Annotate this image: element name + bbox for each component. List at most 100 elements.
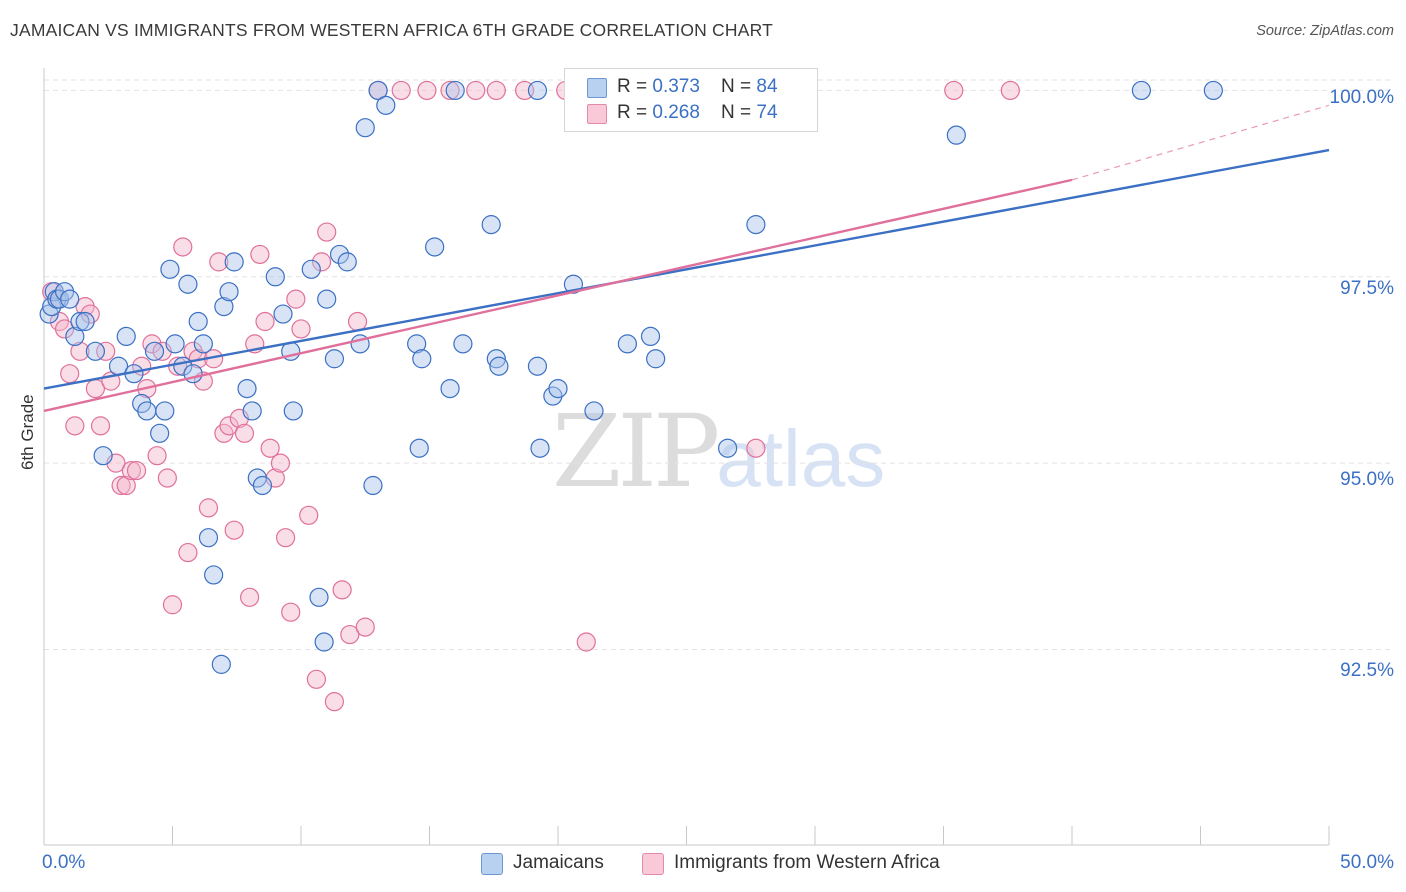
legend-label: Immigrants from Western Africa	[674, 852, 940, 873]
data-point	[340, 624, 360, 645]
data-point	[530, 438, 550, 458]
data-point	[178, 542, 198, 563]
data-point	[214, 296, 234, 317]
data-point	[291, 319, 311, 339]
data-point	[250, 244, 270, 265]
data-point	[391, 80, 411, 101]
data-point	[224, 252, 244, 272]
y-tick-label: 100.0%	[1329, 87, 1394, 108]
data-point	[198, 528, 219, 548]
data-point	[946, 125, 966, 145]
data-point	[527, 80, 548, 101]
data-point	[147, 446, 167, 466]
data-point	[60, 289, 80, 309]
data-point	[425, 237, 445, 257]
data-point	[270, 453, 291, 473]
data-point	[301, 259, 321, 279]
n-label: N =	[721, 76, 757, 97]
r-value: 0.373	[652, 76, 700, 97]
r-value: 0.268	[652, 102, 700, 123]
data-point	[489, 356, 509, 376]
data-point	[548, 378, 568, 399]
source-credit: Source: ZipAtlas.com	[1256, 23, 1394, 39]
data-point	[332, 580, 352, 600]
data-point	[54, 319, 75, 339]
data-point	[363, 475, 383, 496]
data-point	[324, 692, 345, 712]
data-point	[111, 475, 131, 496]
data-point	[70, 311, 90, 332]
data-point	[137, 401, 157, 421]
data-point	[188, 311, 208, 332]
data-point	[198, 498, 219, 518]
r-label: R =	[617, 76, 653, 97]
data-point	[219, 282, 239, 302]
data-point	[584, 401, 604, 421]
data-point	[409, 438, 429, 458]
data-point	[311, 252, 332, 272]
data-point	[445, 80, 465, 101]
data-point	[324, 349, 345, 369]
legend-label: Jamaicans	[513, 852, 604, 873]
data-point	[178, 274, 198, 294]
data-point	[440, 378, 460, 399]
data-point	[412, 349, 432, 369]
data-point	[39, 304, 59, 324]
chart-title: JAMAICAN VS IMMIGRANTS FROM WESTERN AFRI…	[10, 20, 774, 40]
data-point	[281, 602, 301, 622]
data-point	[314, 632, 334, 652]
data-point	[93, 446, 113, 466]
y-tick-label: 97.5%	[1340, 278, 1394, 299]
y-tick-label: 92.5%	[1340, 660, 1394, 681]
data-point	[204, 565, 224, 585]
watermark-atlas: atlas	[716, 414, 886, 503]
axes	[43, 68, 1330, 846]
data-point	[417, 80, 437, 101]
data-point	[260, 438, 280, 458]
y-axis-title: 6th Grade	[18, 394, 37, 470]
data-point	[242, 401, 262, 421]
data-point	[1131, 80, 1151, 101]
data-point	[317, 222, 337, 242]
data-point	[309, 587, 329, 607]
data-point	[165, 334, 185, 354]
data-point	[142, 334, 162, 354]
data-point	[486, 80, 506, 101]
data-point	[746, 215, 766, 235]
data-point	[193, 334, 213, 354]
data-point	[481, 215, 501, 235]
data-point	[234, 423, 255, 443]
r-label: R =	[617, 102, 653, 123]
data-point	[65, 416, 85, 436]
data-point	[299, 505, 319, 525]
data-point	[646, 349, 666, 369]
data-point	[85, 341, 106, 361]
data-point	[407, 334, 427, 354]
data-point	[640, 326, 661, 347]
data-point	[355, 617, 375, 637]
blue-swatch	[481, 853, 503, 875]
data-point	[173, 237, 193, 257]
pink-swatch	[642, 853, 664, 875]
data-point	[306, 669, 327, 689]
data-point	[466, 80, 486, 101]
data-point	[116, 475, 136, 496]
data-point	[75, 311, 95, 332]
series-immigrants-western-africa	[42, 80, 1020, 712]
data-point	[329, 244, 350, 265]
data-point	[240, 587, 260, 607]
data-point	[265, 267, 285, 287]
pink-swatch	[587, 104, 607, 124]
data-point	[275, 528, 296, 548]
data-point	[150, 423, 170, 443]
data-point	[155, 401, 175, 421]
data-point	[283, 401, 303, 421]
data-point	[376, 95, 396, 115]
series-jamaicans	[39, 80, 1223, 674]
x-min-label: 0.0%	[42, 852, 86, 873]
trend-lines	[43, 104, 1330, 413]
data-point	[224, 520, 244, 540]
data-point	[1203, 80, 1223, 101]
data-point	[65, 326, 85, 347]
